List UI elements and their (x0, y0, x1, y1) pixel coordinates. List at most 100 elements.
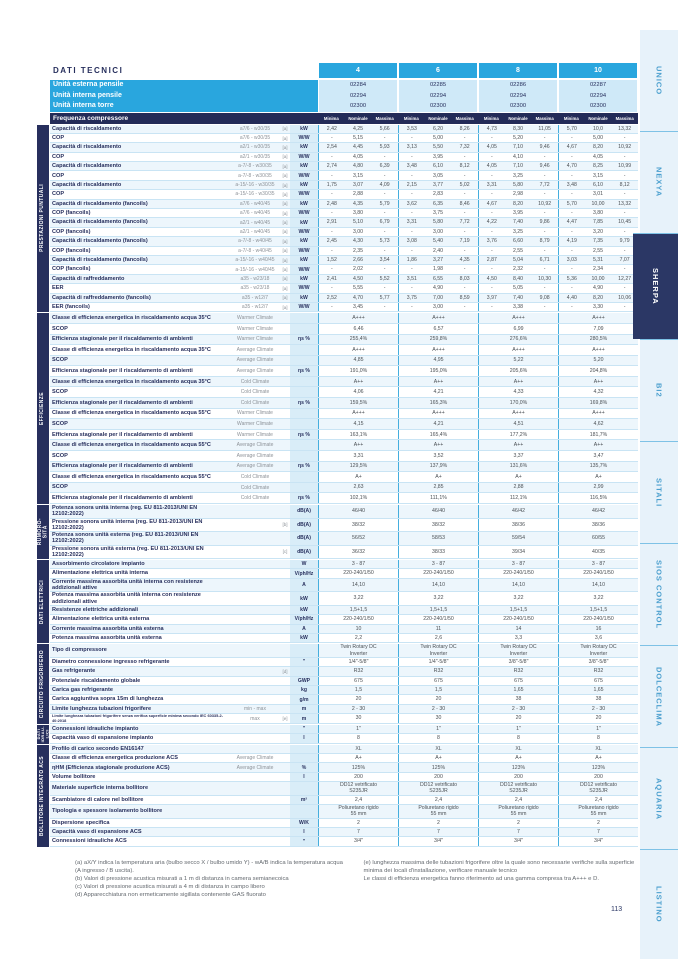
data-cell: 3,31 (477, 180, 505, 190)
table-row: Diametro connessione ingresso refrigeran… (50, 657, 638, 668)
row-note: [a] (282, 229, 288, 235)
table-row: Efficienza stagionale per il riscaldamen… (50, 366, 638, 377)
data-cell: 2,42 (318, 124, 345, 133)
data-cell: 3,3 (478, 633, 558, 643)
table-row: Potenza sonora unità esterna (reg. EU 81… (50, 532, 638, 546)
table-row: COP a2/1 - w30/35 [a] W/W -4,05- -3,95- -4,10-… (50, 152, 638, 163)
row-unit: ηs % (290, 366, 318, 376)
data-cell: 4,51 (478, 419, 558, 429)
data-cell: XL (398, 744, 478, 754)
table-row: EER a35 - w23/18 [a] W/W -5,55- -4,90- -5,05- -… (50, 284, 638, 294)
page-title: DATI TECNICI (53, 66, 124, 75)
row-unit: GWP (290, 676, 318, 685)
data-cell: 675 (558, 676, 638, 685)
table-row: COP a7/6 - w30/35 [a] W/W -5,15- -5,00- -5,20-… (50, 133, 638, 144)
data-cell: - (557, 246, 585, 255)
sidebar-tab-sios-control[interactable]: SIOS CONTROL (640, 543, 678, 645)
data-cell: 5,10 (352, 219, 364, 226)
data-cell: - (543, 210, 546, 217)
section-strip: BOLLITORE INTEGRATO ACS (37, 744, 49, 847)
table-row: SCOP Warmer Climate 4,15 4,21 4,51 4,62 (50, 419, 638, 430)
data-cell: 8,59 (459, 294, 470, 301)
table-row: Limite lunghezza tubazioni frigorifere s… (50, 714, 638, 724)
table-row: Assorbimento circolatore impianto W 3 - 87… (50, 560, 638, 570)
table-row: Classe di efficienza energetica produzio… (50, 754, 638, 764)
data-cell: A+++ (398, 345, 478, 355)
row-label: Resistenze elettriche addizionali (52, 606, 139, 613)
sidebar-tab-aquaria[interactable]: AQUARIA (640, 747, 678, 849)
data-cell: 102,1% (318, 493, 398, 503)
data-cell: 12,27 (618, 275, 632, 282)
data-cell: 8,20 (512, 200, 524, 207)
data-cell: 38/33 (398, 545, 478, 558)
data-cell: 3/4" (558, 837, 638, 846)
section-rows: Tipo di compressore Twin Rotary DC Invert… (50, 644, 638, 724)
data-cell: 9,79 (619, 238, 630, 245)
table-row: Classe di efficienza energetica in risca… (50, 345, 638, 356)
data-cell: - (318, 133, 345, 143)
sidebar-tab-dolceclima[interactable]: DOLCECLIMA (640, 645, 678, 747)
data-cell: 200 (398, 772, 478, 782)
row-label: Corrente massima assorbita unità interna… (52, 578, 203, 592)
section-strip: RUMORO- SITÀ (37, 505, 49, 559)
data-cell: 3,52 (398, 451, 478, 461)
data-cell: 1" (398, 724, 478, 734)
subheader-nominale: Nominale (588, 115, 608, 121)
row-label: Materiale superficie interna bollitore (52, 785, 149, 792)
data-cell: 16 (558, 624, 638, 633)
data-cell: 6,79 (379, 219, 390, 226)
row-condition: Cold Climate (240, 495, 270, 502)
sidebar-tab-nexya[interactable]: NEXYA (640, 131, 678, 233)
sidebar-tab-label: NEXYA (654, 167, 664, 198)
data-cell: 4,70 (557, 162, 585, 171)
sidebar-tab-sherpa[interactable]: SHERPA (633, 233, 678, 339)
sidebar-tab-listino[interactable]: LISTINO (640, 849, 678, 959)
data-cell: - (383, 304, 386, 310)
row-label: Connessioni idrauliche impianto (52, 725, 139, 732)
data-cell: - (477, 302, 505, 312)
data-cell: - (623, 266, 626, 273)
data-cell: - (397, 190, 425, 199)
row-note: [a] (282, 285, 288, 291)
data-cell: 125% (398, 763, 478, 772)
row-unit: m² (290, 795, 318, 805)
sidebar-tab-unico[interactable]: UNICO (640, 30, 678, 131)
section-strip: DATI IDRAU- LICI (37, 724, 49, 744)
data-cell: - (383, 153, 386, 160)
data-cell: 3,22 (478, 592, 558, 605)
data-cell: Twin Rotary DC Inverter (478, 644, 558, 657)
data-cell: 675 (398, 676, 478, 685)
model-code: 02300 (429, 103, 447, 109)
row-note: [a] (282, 173, 288, 179)
row-unit (290, 782, 318, 795)
data-cell: 2,83 (432, 191, 444, 198)
table-row: Capacità di riscaldamento (fancoils) a-15… (50, 255, 638, 266)
section: PRESTAZIONI PUNTUALI Capacità di riscalda… (37, 124, 638, 313)
data-cell: 1,75 (318, 180, 345, 190)
data-cell: 2,88 (478, 482, 558, 493)
data-cell: - (543, 304, 546, 310)
sidebar-tab-sitali[interactable]: SITALI (640, 441, 678, 543)
row-unit: kW (290, 592, 318, 605)
table-row: Limite lunghezza tubazioni frigorifere mi… (50, 704, 638, 715)
data-cell: 159,5% (318, 398, 398, 408)
data-cell: 2,15 (397, 180, 425, 190)
data-cell: 2 - 30 (398, 704, 478, 714)
row-condition: Cold Climate (240, 399, 270, 406)
row-label: COP (fancoils) (52, 247, 91, 254)
table-row: COP (fancoils) a-15/-16 - w40/45 [a] W/W -2,… (50, 265, 638, 275)
row-unit: kW (290, 162, 318, 171)
data-cell: 7,10 (512, 163, 524, 170)
sidebar-tab-bi2[interactable]: BI2 (640, 339, 678, 441)
row-label: Capacità di riscaldamento (52, 144, 122, 151)
data-cell: 3,30 (592, 304, 604, 310)
section-rows: Classe di efficienza energetica in risca… (50, 313, 638, 504)
row-note: [a] (282, 238, 288, 244)
section-strip-label: PRESTAZIONI PUNTUALI (39, 184, 46, 253)
data-cell: 38 (558, 695, 638, 704)
row-unit: A (290, 578, 318, 592)
row-label: Capacità di riscaldamento (fancoils) (52, 257, 148, 264)
data-cell: 40/35 (558, 545, 638, 558)
data-cell: - (463, 191, 466, 198)
row-condition: a-15/-16 - w40/45 (235, 257, 275, 264)
